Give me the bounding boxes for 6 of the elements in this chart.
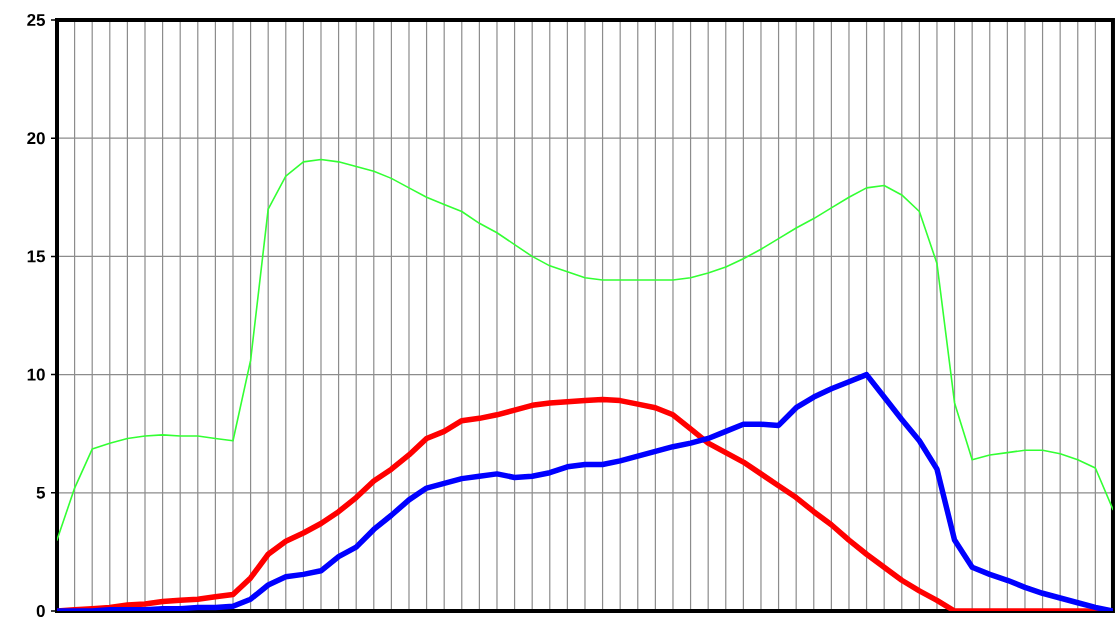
y-tick-label: 20	[27, 132, 45, 145]
y-tick-label: 25	[27, 13, 46, 26]
y-tick-label: 0	[36, 605, 45, 617]
y-tick-label: 10	[27, 368, 45, 381]
y-tick-label: 15	[27, 250, 46, 263]
y-tick-label: 5	[36, 486, 46, 499]
